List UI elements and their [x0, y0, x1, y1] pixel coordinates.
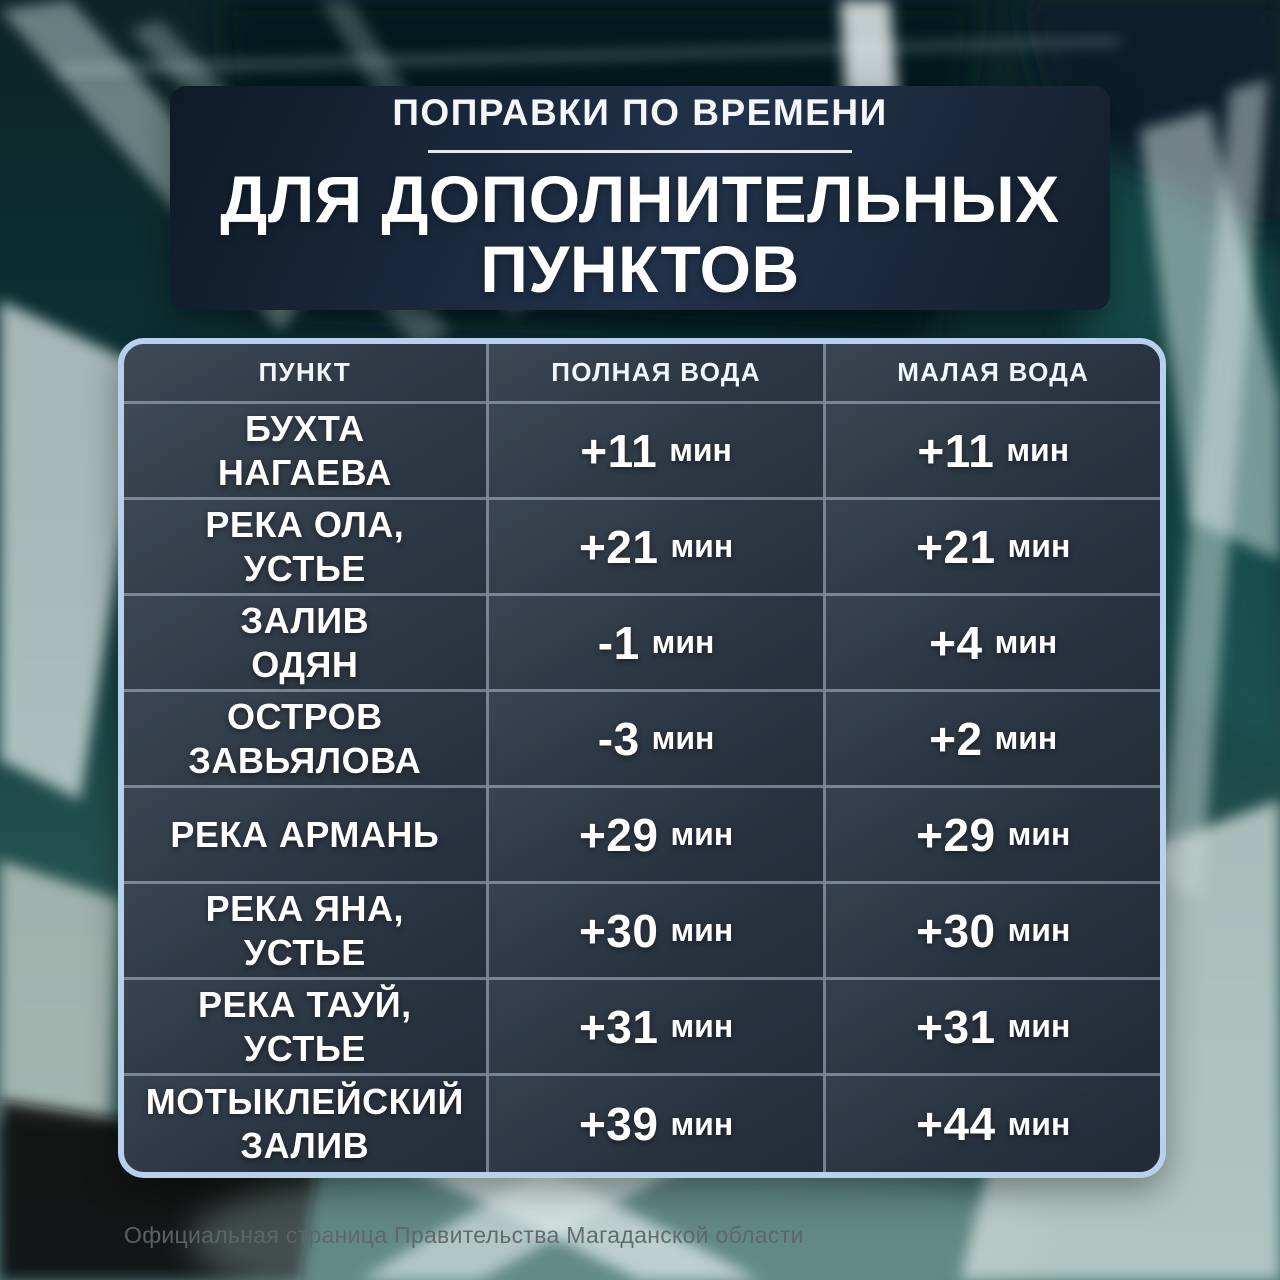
value-number: +2 [929, 712, 983, 765]
value-number: -1 [597, 616, 640, 669]
title-divider [428, 149, 852, 153]
value-unit: мин [670, 1008, 734, 1044]
low-water-value-cell: +30 мин [826, 884, 1160, 980]
column-header-point: ПУНКТ [124, 344, 489, 404]
value-unit: мин [670, 816, 734, 852]
value-number: +29 [578, 808, 659, 861]
low-water-value-cell: +31 мин [826, 980, 1160, 1076]
value-unit: мин [670, 912, 734, 948]
page-title: ДЛЯ ДОПОЛНИТЕЛЬНЫХ ПУНКТОВ [220, 161, 1060, 306]
value-unit: мин [1007, 912, 1071, 948]
corrections-table-grid: ПУНКТ ПОЛНАЯ ВОДА МАЛАЯ ВОДА БУХТА НАГАЕ… [124, 344, 1160, 1172]
value-number: +30 [916, 904, 996, 957]
value-number: +39 [578, 1098, 659, 1150]
value-number: +29 [916, 808, 996, 861]
value-unit: мин [670, 528, 734, 564]
high-water-value-cell: -1 мин [488, 596, 827, 692]
footer-credit: Официальная страница Правительства Магад… [124, 1222, 804, 1248]
high-water-value-cell: +31 мин [488, 980, 827, 1076]
point-name-cell: ОСТРОВ ЗАВЬЯЛОВА [124, 692, 489, 788]
point-name-cell: РЕКА АРМАНЬ [124, 788, 489, 884]
value-unit: мин [1007, 816, 1071, 852]
value-unit: мин [1007, 1105, 1071, 1142]
value-unit: мин [1007, 1008, 1071, 1044]
value-unit: мин [670, 1105, 734, 1142]
low-water-value-cell: +44 мин [826, 1076, 1160, 1172]
point-name-cell: МОТЫКЛЕЙСКИЙ ЗАЛИВ [124, 1076, 489, 1172]
value-number: +44 [916, 1098, 996, 1150]
low-water-value-cell: +2 мин [826, 692, 1160, 788]
high-water-value-cell: +30 мин [488, 884, 827, 980]
title-card: ПОПРАВКИ ПО ВРЕМЕНИ ДЛЯ ДОПОЛНИТЕЛЬНЫХ П… [170, 86, 1110, 310]
value-number: +31 [578, 1000, 659, 1053]
high-water-value-cell: +11 мин [488, 404, 827, 500]
low-water-value-cell: +4 мин [826, 596, 1160, 692]
high-water-value-cell: -3 мин [488, 692, 827, 788]
value-unit: мин [651, 624, 715, 660]
value-number: +31 [916, 1000, 996, 1053]
low-water-value-cell: +11 мин [826, 404, 1160, 500]
value-number: +4 [929, 616, 983, 669]
value-unit: мин [994, 720, 1058, 756]
value-number: +21 [916, 520, 996, 573]
value-unit: мин [651, 720, 715, 756]
high-water-value-cell: +39 мин [488, 1076, 827, 1172]
point-name-cell: РЕКА ТАУЙ, УСТЬЕ [124, 980, 489, 1076]
value-unit: мин [1007, 528, 1071, 564]
value-number: +21 [578, 520, 659, 573]
value-number: +30 [578, 904, 659, 957]
value-unit: мин [669, 432, 732, 468]
low-water-value-cell: +29 мин [826, 788, 1160, 884]
column-header-high-water: ПОЛНАЯ ВОДА [488, 344, 827, 404]
point-name-cell: ЗАЛИВ ОДЯН [124, 596, 489, 692]
value-number: +11 [917, 424, 995, 477]
low-water-value-cell: +21 мин [826, 500, 1160, 596]
point-name-cell: БУХТА НАГАЕВА [124, 404, 489, 500]
value-unit: мин [1006, 432, 1070, 468]
subtitle-text: ПОПРАВКИ ПО ВРЕМЕНИ [392, 91, 888, 133]
corrections-table: ПУНКТ ПОЛНАЯ ВОДА МАЛАЯ ВОДА БУХТА НАГАЕ… [118, 338, 1166, 1178]
high-water-value-cell: +21 мин [488, 500, 827, 596]
high-water-value-cell: +29 мин [488, 788, 827, 884]
value-number: +11 [580, 424, 658, 477]
value-unit: мин [994, 624, 1058, 660]
column-header-low-water: МАЛАЯ ВОДА [826, 344, 1160, 404]
point-name-cell: РЕКА ЯНА, УСТЬЕ [124, 884, 489, 980]
point-name-cell: РЕКА ОЛА, УСТЬЕ [124, 500, 489, 596]
value-number: -3 [597, 712, 640, 765]
